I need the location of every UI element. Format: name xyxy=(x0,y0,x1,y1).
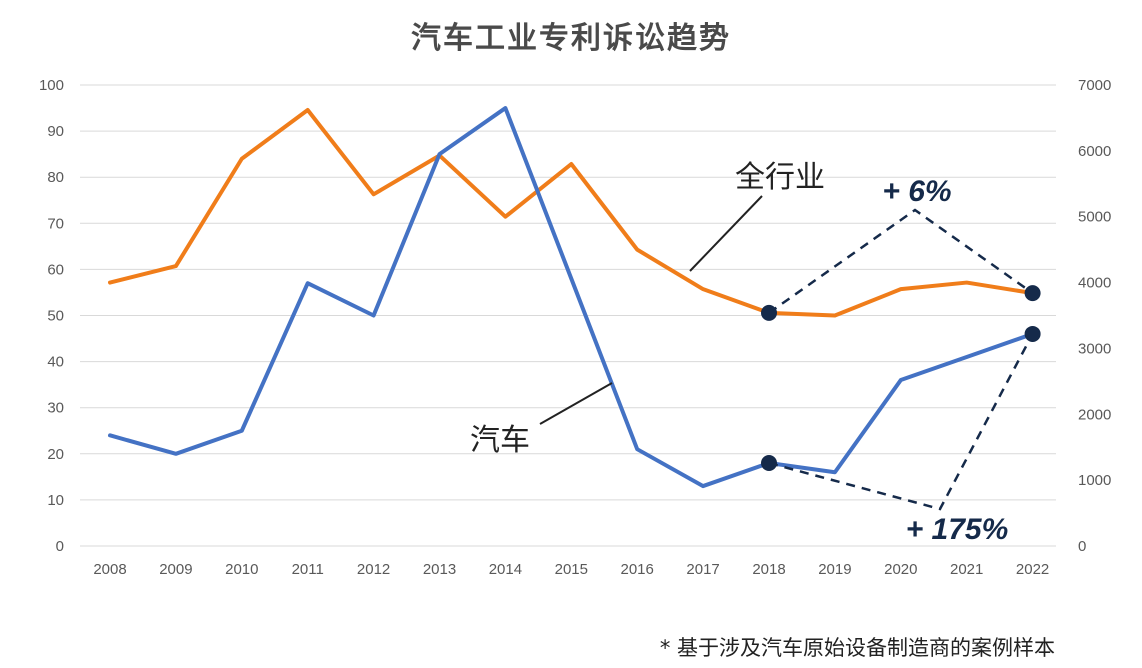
dashed-line-auto xyxy=(768,333,1034,511)
left-tick-label: 50 xyxy=(47,308,64,325)
left-tick-label: 90 xyxy=(47,123,64,140)
right-tick-label: 7000 xyxy=(1078,77,1111,94)
right-tick-label: 4000 xyxy=(1078,275,1111,292)
x-tick-label: 2009 xyxy=(159,561,192,578)
x-tick-label: 2011 xyxy=(292,561,324,578)
left-tick-label: 20 xyxy=(47,446,64,463)
x-tick-label: 2021 xyxy=(950,561,983,578)
leader-line-all-industry xyxy=(689,195,763,272)
right-tick-label: 3000 xyxy=(1078,340,1111,357)
annotation-all-industry-change: + 6% xyxy=(882,175,951,208)
annotation-auto-change: + 175% xyxy=(906,513,1009,546)
x-tick-label: 2016 xyxy=(621,561,654,578)
x-tick-label: 2013 xyxy=(423,561,456,578)
x-tick-label: 2018 xyxy=(752,561,785,578)
left-axis: 0 10 20 30 40 50 60 70 80 90 100 xyxy=(39,77,64,555)
x-tick-label: 2012 xyxy=(357,561,390,578)
x-tick-label: 2008 xyxy=(93,561,126,578)
series-line-all-industry xyxy=(108,108,1035,318)
grid xyxy=(80,84,1056,547)
leader-line-auto xyxy=(539,382,613,425)
left-tick-label: 60 xyxy=(47,261,64,278)
right-tick-label: 6000 xyxy=(1078,143,1111,160)
left-tick-label: 0 xyxy=(56,538,64,555)
right-tick-label: 0 xyxy=(1078,538,1086,555)
series-label-all-industry: 全行业 xyxy=(735,160,825,195)
series-label-auto: 汽车 xyxy=(470,423,530,458)
left-tick-label: 30 xyxy=(47,400,64,417)
left-tick-label: 80 xyxy=(47,169,64,186)
x-tick-label: 2014 xyxy=(489,561,522,578)
x-tick-label: 2017 xyxy=(686,561,719,578)
x-axis: 2008 2009 2010 2011 2012 2013 2014 2015 2016 2017… xyxy=(93,561,1049,578)
marker-auto-2022 xyxy=(1024,325,1041,342)
left-tick-label: 10 xyxy=(47,492,64,509)
marker-all-industry-2022 xyxy=(1024,285,1041,302)
x-tick-label: 2020 xyxy=(884,561,917,578)
series-line-auto xyxy=(108,106,1035,489)
marker-auto-2018 xyxy=(761,455,777,472)
footnote: * 基于涉及汽车原始设备制造商的案例样本 xyxy=(660,636,1055,660)
right-tick-label: 1000 xyxy=(1078,472,1111,489)
left-tick-label: 70 xyxy=(47,215,64,232)
right-tick-label: 2000 xyxy=(1078,406,1111,423)
left-tick-label: 40 xyxy=(47,354,64,371)
dashed-line-all-industry xyxy=(768,208,1034,314)
x-tick-label: 2015 xyxy=(555,561,588,578)
right-tick-label: 5000 xyxy=(1078,209,1111,226)
x-tick-label: 2019 xyxy=(818,561,851,578)
x-tick-label: 2022 xyxy=(1016,561,1049,578)
marker-all-industry-2018 xyxy=(761,304,777,321)
series-group xyxy=(108,106,1035,489)
left-tick-label: 100 xyxy=(39,77,64,94)
x-tick-label: 2010 xyxy=(225,561,258,578)
chart-title: 汽车工业专利诉讼趋势 xyxy=(411,21,731,56)
right-axis: 0 1000 2000 3000 4000 5000 6000 7000 xyxy=(1078,77,1111,555)
